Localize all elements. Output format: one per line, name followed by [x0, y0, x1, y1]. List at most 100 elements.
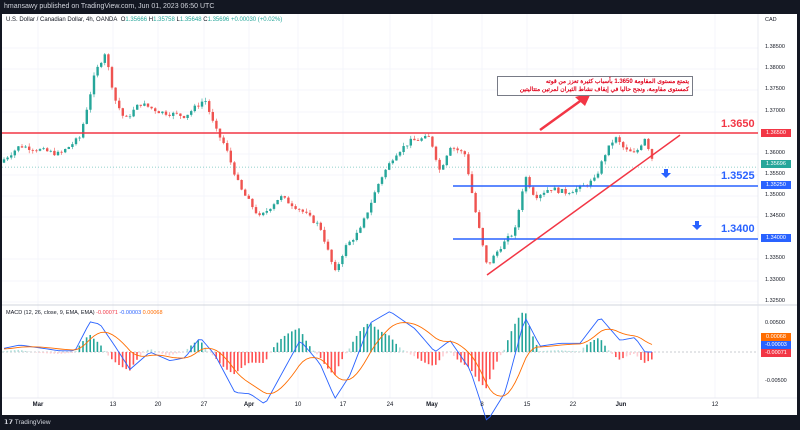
- candle-bullish: [492, 255, 495, 264]
- macd-histogram-bar: [330, 352, 333, 373]
- candle-bullish: [13, 150, 16, 156]
- candle-bullish: [546, 190, 549, 193]
- macd-histogram-bar: [71, 352, 73, 353]
- candle-bearish: [168, 114, 171, 116]
- candle-bullish: [607, 145, 610, 156]
- candle-bullish: [449, 147, 452, 156]
- macd-histogram-bar: [553, 350, 556, 352]
- candle-bearish: [31, 149, 34, 151]
- candle-bullish: [42, 148, 45, 150]
- macd-histogram-bar: [129, 352, 131, 371]
- macd-histogram-bar: [355, 335, 358, 352]
- candle-bullish: [640, 145, 643, 150]
- candle-bearish: [254, 207, 258, 214]
- candle-bullish: [600, 161, 603, 174]
- macd-signal-value: 0.00068: [142, 310, 163, 316]
- macd-histogram-bar: [316, 352, 318, 355]
- candle-bearish: [154, 108, 157, 112]
- macd-histogram-bar: [481, 352, 484, 386]
- macd-histogram-bar: [575, 351, 577, 352]
- candle-bearish: [182, 115, 186, 118]
- macd-histogram-bar: [93, 338, 95, 352]
- macd-histogram-bar: [352, 341, 354, 352]
- macd-tick: 0.00500: [765, 320, 785, 326]
- candle-bullish: [560, 188, 564, 193]
- macd-histogram-bar: [327, 352, 329, 369]
- macd-histogram-bar: [381, 331, 383, 352]
- level-label-resistance: 1.3650: [721, 118, 755, 130]
- macd-histogram-bar: [521, 312, 523, 352]
- analysis-annotation[interactable]: يتمتع مستوى المقاومة 1.3650 بأسباب كثيرة…: [497, 76, 693, 96]
- candle-bearish: [326, 241, 330, 250]
- macd-histogram-bar: [186, 348, 189, 352]
- candle-bullish: [103, 54, 106, 63]
- candle-bullish: [514, 227, 517, 236]
- candle-bearish: [481, 227, 484, 246]
- tradingview-logo[interactable]: 𝟭𝟳 TradingView: [4, 419, 51, 426]
- macd-histogram-bar: [507, 340, 509, 352]
- candle-bullish: [380, 177, 384, 184]
- high-label: H: [148, 17, 154, 23]
- low-value: 1.35648: [179, 17, 202, 23]
- macd-histogram-bar: [312, 350, 315, 352]
- macd-histogram-bar: [24, 350, 27, 352]
- time-tick: May: [426, 402, 438, 408]
- close-value: 1.35696: [207, 17, 230, 23]
- macd-line-value: -0.00003: [119, 310, 142, 316]
- candle-bullish: [391, 160, 394, 164]
- price-tick: 1.33500: [765, 255, 785, 261]
- candle-bullish: [89, 94, 92, 110]
- macd-histogram-bar: [147, 349, 149, 352]
- candle-bullish: [272, 204, 276, 209]
- macd-histogram-bar: [517, 317, 520, 352]
- candle-bullish: [395, 155, 398, 161]
- candle-bullish: [420, 138, 423, 141]
- candle-bearish: [557, 187, 560, 193]
- macd-histogram-bar: [445, 352, 448, 354]
- macd-histogram-bar: [75, 351, 77, 352]
- macd-histogram-bar: [589, 342, 592, 352]
- candle-bullish: [373, 192, 376, 203]
- macd-histogram-bar: [341, 352, 343, 360]
- macd-histogram-bar: [550, 350, 552, 352]
- macd-histogram-bar: [283, 335, 286, 352]
- macd-histogram-bar: [143, 352, 145, 353]
- macd-histogram-bar: [201, 342, 203, 352]
- macd-histogram-bar: [510, 331, 513, 352]
- macd-histogram-bar: [219, 352, 221, 364]
- candle-bearish: [215, 120, 218, 129]
- time-tick: Jun: [615, 402, 627, 408]
- macd-histogram-bar: [406, 352, 408, 353]
- candle-bullish: [503, 241, 506, 250]
- macd-histogram-bar: [204, 347, 207, 352]
- macd-histogram-bar: [309, 346, 311, 352]
- candle-bearish: [528, 177, 531, 188]
- candle-bearish: [20, 146, 24, 148]
- candle-bullish: [571, 192, 574, 194]
- macd-histogram-bar: [154, 351, 156, 352]
- time-tick: Apr: [243, 402, 255, 408]
- time-tick: 22: [569, 402, 577, 408]
- candle-bullish: [74, 138, 78, 145]
- candle-bearish: [179, 113, 182, 116]
- candle-bearish: [28, 146, 31, 150]
- macd-histogram-bar: [370, 323, 372, 352]
- macd-histogram-bar: [46, 352, 48, 354]
- candle-bearish: [244, 189, 247, 196]
- high-value: 1.35758: [153, 17, 175, 23]
- candle-bearish: [229, 150, 232, 163]
- candle-bearish: [478, 212, 481, 228]
- price-tick: 1.33000: [765, 277, 785, 283]
- candle-bearish: [622, 142, 625, 148]
- macd-histogram-bar: [528, 326, 531, 352]
- macd-histogram-bar: [136, 352, 138, 360]
- macd-histogram-bar: [276, 342, 279, 352]
- candle-bullish: [38, 149, 42, 151]
- macd-histogram-bar: [215, 352, 217, 359]
- candle-bearish: [312, 215, 315, 223]
- candle-bearish: [211, 111, 214, 121]
- macd-histogram-bar: [611, 352, 613, 355]
- candle-bullish: [553, 187, 556, 191]
- candle-bullish: [424, 135, 427, 139]
